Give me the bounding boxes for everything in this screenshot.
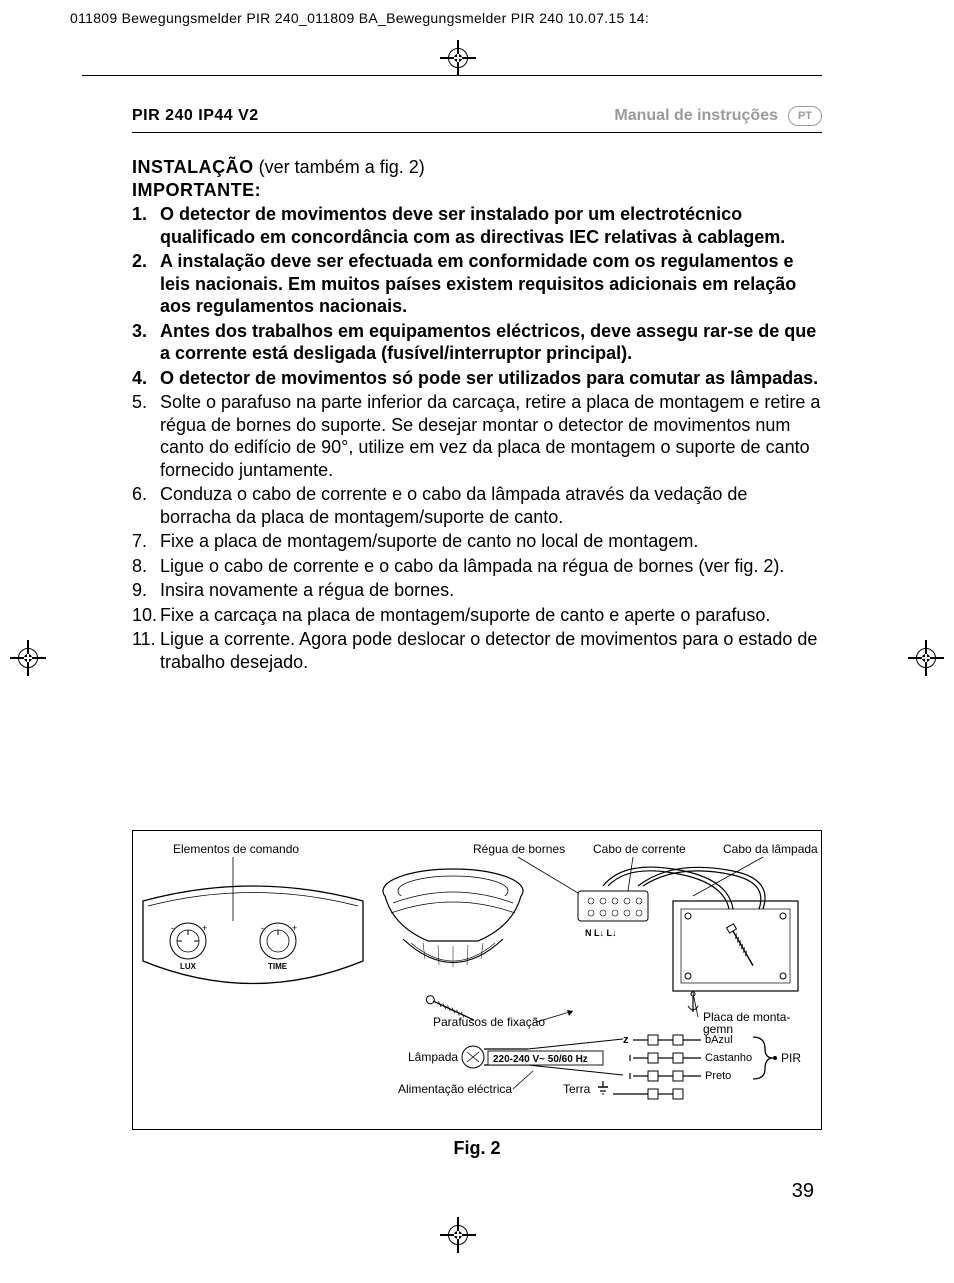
install-item-text: Fixe a placa de montagem/suporte de cant… bbox=[160, 530, 698, 553]
page-number: 39 bbox=[792, 1180, 814, 1203]
content-body: INSTALAÇÃO (ver também a fig. 2) IMPORTA… bbox=[132, 150, 822, 675]
registration-mark-left bbox=[10, 640, 46, 676]
install-item-number: 10. bbox=[132, 604, 160, 627]
install-item: 8.Ligue o cabo de corrente e o cabo da l… bbox=[132, 555, 822, 578]
install-item: 5.Solte o parafuso na parte inferior da … bbox=[132, 391, 822, 481]
install-item: 6.Conduza o cabo de corrente e o cabo da… bbox=[132, 483, 822, 528]
install-item: 11.Ligue a corrente. Agora pode deslocar… bbox=[132, 628, 822, 673]
install-item-number: 2. bbox=[132, 250, 160, 318]
registration-mark-bottom bbox=[440, 1217, 476, 1253]
label-time: TIME bbox=[268, 962, 288, 971]
label-cabo-corrente: Cabo de corrente bbox=[593, 842, 686, 856]
install-item-number: 1. bbox=[132, 203, 160, 248]
svg-text:-: - bbox=[171, 923, 174, 933]
label-elementos: Elementos de comando bbox=[173, 842, 299, 856]
label-castanho: Castanho bbox=[705, 1052, 752, 1064]
install-item: 7.Fixe a placa de montagem/suporte de ca… bbox=[132, 530, 822, 553]
svg-text:-: - bbox=[261, 923, 264, 933]
install-item-number: 6. bbox=[132, 483, 160, 528]
install-item-text: Ligue a corrente. Agora pode deslocar o … bbox=[160, 628, 822, 673]
install-item-text: O detector de movimentos deve ser instal… bbox=[160, 203, 822, 248]
install-item-text: Conduza o cabo de corrente e o cabo da l… bbox=[160, 483, 822, 528]
svg-text:z: z bbox=[623, 1034, 629, 1046]
install-item-text: Ligue o cabo de corrente e o cabo da lâm… bbox=[160, 555, 784, 578]
install-item-text: O detector de movimentos só pode ser uti… bbox=[160, 367, 818, 390]
label-regua: Régua de bornes bbox=[473, 842, 565, 856]
label-pir: PIR bbox=[781, 1051, 801, 1065]
install-item-text: Antes dos trabalhos em equipamentos eléc… bbox=[160, 320, 822, 365]
install-item-number: 9. bbox=[132, 579, 160, 602]
install-item-number: 5. bbox=[132, 391, 160, 481]
registration-mark-top bbox=[440, 40, 476, 76]
install-item: 10.Fixe a carcaça na placa de montagem/s… bbox=[132, 604, 822, 627]
crop-header-text: 011809 Bewegungsmelder PIR 240_011809 BA… bbox=[70, 10, 649, 26]
install-list: 1.O detector de movimentos deve ser inst… bbox=[132, 203, 822, 673]
install-title: INSTALAÇÃO (ver também a fig. 2) bbox=[132, 156, 822, 179]
install-item: 1.O detector de movimentos deve ser inst… bbox=[132, 203, 822, 248]
svg-text:+: + bbox=[292, 923, 297, 933]
svg-text:+: + bbox=[202, 923, 207, 933]
label-voltage: 220-240 V~ 50/60 Hz bbox=[493, 1054, 588, 1065]
header-manual-label: Manual de instruções bbox=[614, 107, 778, 125]
install-item-number: 7. bbox=[132, 530, 160, 553]
figure-2: Elementos de comando Régua de bornes Cab… bbox=[132, 830, 822, 1130]
install-item-text: Solte o parafuso na parte inferior da ca… bbox=[160, 391, 822, 481]
label-lux: LUX bbox=[180, 962, 197, 971]
install-item: 2.A instalação deve ser efectuada em con… bbox=[132, 250, 822, 318]
page-header: PIR 240 IP44 V2 Manual de instruções PT bbox=[132, 106, 822, 133]
install-item: 3.Antes dos trabalhos em equipamentos el… bbox=[132, 320, 822, 365]
label-alimentacao: Alimentação eléctrica bbox=[398, 1082, 512, 1096]
install-item-number: 8. bbox=[132, 555, 160, 578]
install-item-number: 3. bbox=[132, 320, 160, 365]
label-terra: Terra bbox=[563, 1082, 591, 1096]
terminal-ladder: z bAzul Castanho Preto bbox=[613, 1034, 752, 1099]
install-item: 4.O detector de movimentos só pode ser u… bbox=[132, 367, 822, 390]
label-preto: Preto bbox=[705, 1070, 731, 1082]
important-label: IMPORTANTE: bbox=[132, 179, 822, 202]
figure-caption: Fig. 2 bbox=[0, 1138, 954, 1159]
install-item-number: 4. bbox=[132, 367, 160, 390]
label-parafusos: Parafusos de fixação bbox=[433, 1015, 545, 1029]
language-badge: PT bbox=[788, 106, 822, 126]
install-item: 9.Insira novamente a régua de bornes. bbox=[132, 579, 822, 602]
install-title-bold: INSTALAÇÃO bbox=[132, 157, 254, 177]
registration-mark-right bbox=[908, 640, 944, 676]
install-title-rest: (ver também a fig. 2) bbox=[254, 157, 425, 177]
figure-svg: Elementos de comando Régua de bornes Cab… bbox=[133, 831, 823, 1131]
install-item-text: Fixe a carcaça na placa de montagem/supo… bbox=[160, 604, 770, 627]
label-azul: bAzul bbox=[705, 1034, 733, 1046]
label-lampada: Lâmpada bbox=[408, 1050, 458, 1064]
label-cabo-lampada: Cabo da lâmpada bbox=[723, 842, 818, 856]
install-item-number: 11. bbox=[132, 628, 160, 673]
header-product: PIR 240 IP44 V2 bbox=[132, 107, 259, 125]
label-terminals: N L↓ L↓ bbox=[585, 928, 617, 938]
install-item-text: Insira novamente a régua de bornes. bbox=[160, 579, 454, 602]
install-item-text: A instalação deve ser efectuada em confo… bbox=[160, 250, 822, 318]
